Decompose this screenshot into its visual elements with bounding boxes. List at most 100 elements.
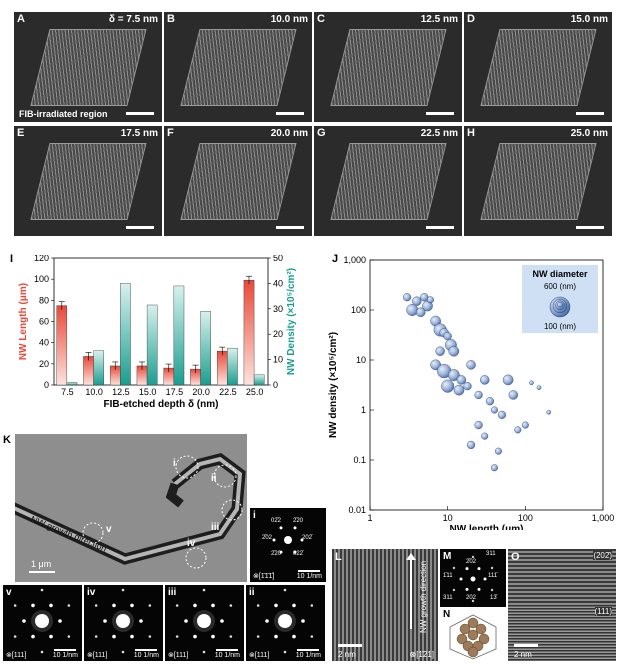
spot-label: 2̄02 bbox=[466, 559, 477, 565]
scatter-point bbox=[466, 440, 476, 450]
y-axis-label: NW density (×10⁵/cm²) bbox=[328, 332, 339, 438]
saed-pattern-v: v ⊗[111] 10 1/nm bbox=[3, 585, 82, 661]
zone-axis-label: ⊗[111] bbox=[168, 652, 189, 659]
saed-scale-label: 10 1/nm bbox=[52, 652, 78, 659]
scale-bar-label: 2 nm bbox=[338, 650, 356, 659]
etch-depth-label: 12.5 nm bbox=[420, 14, 458, 25]
y-axis-label-right: NW Density (×10⁵/cm²) bbox=[286, 268, 297, 375]
panel-label-l: L bbox=[335, 551, 342, 563]
spot-label: 022̄ bbox=[293, 551, 304, 557]
bar-nw-density bbox=[146, 304, 158, 386]
x-tick-label: 17.5 bbox=[166, 387, 184, 397]
scatter-point bbox=[481, 432, 489, 440]
bar-nw-density bbox=[200, 311, 211, 386]
etch-depth-label: δ = 7.5 nm bbox=[108, 14, 158, 25]
bar-nw-density bbox=[66, 382, 78, 386]
scatter-point bbox=[502, 374, 514, 386]
scatter-point bbox=[546, 409, 552, 415]
panel-label: H bbox=[467, 127, 475, 139]
fib-region-label: FIB-irradiated region bbox=[19, 109, 108, 119]
zone-axis-label: ⊗[111] bbox=[6, 652, 27, 659]
x-tick-label: 15.0 bbox=[139, 387, 157, 397]
zone-axis-label: ⊗[111] bbox=[249, 652, 270, 659]
y-tick-label-left: 60 bbox=[39, 317, 49, 327]
etch-depth-label: 20.0 nm bbox=[270, 128, 308, 139]
y-tick-label-left: 40 bbox=[39, 338, 49, 348]
legend-title: NW diameter bbox=[532, 269, 588, 279]
scatter-point bbox=[485, 397, 495, 406]
sem-panel-f: F 20.0 nm bbox=[164, 126, 312, 236]
spot-label: 02̄2 bbox=[271, 518, 282, 524]
x-tick-label: 100 bbox=[518, 513, 533, 523]
zone-axis-label: ⊗[1̄1̄1̄] bbox=[253, 573, 275, 580]
y-tick-label: 1 bbox=[361, 405, 366, 415]
etch-depth-label: 15.0 nm bbox=[570, 14, 608, 25]
panel-label-i: I bbox=[10, 253, 14, 265]
x-axis-label: FIB-etched depth δ (nm) bbox=[104, 399, 219, 410]
panel-k-tem-image: i ii iii iv v NW growth direction 1 μm bbox=[15, 434, 247, 582]
scatter-point bbox=[448, 345, 460, 357]
x-tick-label: 10.0 bbox=[85, 387, 103, 397]
plane-label-top: (202̄) bbox=[593, 551, 612, 560]
panel-label: A bbox=[17, 13, 25, 25]
legend-label: 100 (nm) bbox=[544, 322, 576, 331]
panel-label: E bbox=[17, 127, 25, 139]
panel-label-o: O bbox=[511, 551, 520, 563]
panel-label-k: K bbox=[3, 434, 11, 446]
x-axis-label: NW length (μm) bbox=[450, 524, 524, 530]
x-tick-label: 1 bbox=[367, 513, 372, 523]
x-tick-label: 7.5 bbox=[61, 387, 74, 397]
bar-nw-length bbox=[83, 356, 94, 386]
saed-label: ii bbox=[249, 587, 255, 598]
saed-scale-label: 10 1/nm bbox=[296, 573, 322, 580]
y-tick-label-left: 120 bbox=[34, 255, 49, 263]
y-tick-label-right: 10 bbox=[273, 355, 283, 365]
spot-label: 202 bbox=[466, 595, 477, 601]
panel-j-scatter-chart: 1 10 100 1,000 0.01 0.1 1 10 100 1,000 NW length (… bbox=[328, 255, 614, 530]
region-v-label: v bbox=[106, 524, 112, 535]
y-tick-label: 100 bbox=[351, 305, 366, 315]
scatter-point bbox=[529, 380, 534, 386]
region-iv-label: iv bbox=[187, 538, 196, 549]
y-tick-label: 10 bbox=[356, 355, 366, 365]
y-tick-label-right: 0 bbox=[273, 380, 278, 390]
panel-label: B bbox=[167, 13, 175, 25]
scatter-point bbox=[479, 375, 490, 385]
region-i-label: i bbox=[173, 458, 176, 469]
sem-panel-b: B 10.0 nm bbox=[164, 12, 312, 122]
panel-label: G bbox=[317, 127, 326, 139]
y-tick-label: 1,000 bbox=[343, 255, 366, 265]
zone-axis-label: ⊗[111] bbox=[87, 652, 108, 659]
bar-nw-density bbox=[120, 283, 131, 386]
y-tick-label-left: 100 bbox=[34, 274, 49, 284]
spot-label: 2̄20 bbox=[293, 518, 304, 524]
scatter-point bbox=[490, 406, 498, 414]
x-tick-label: 25.0 bbox=[246, 387, 264, 397]
panel-label-m: M bbox=[443, 551, 452, 562]
bar-nw-density bbox=[253, 374, 265, 386]
panel-label-j: J bbox=[332, 253, 339, 265]
saed-scale-label: 10 1/nm bbox=[133, 652, 159, 659]
spot-label: 311 bbox=[443, 595, 453, 601]
scatter-point bbox=[490, 464, 498, 472]
legend-label: 600 (nm) bbox=[544, 282, 576, 291]
panel-i-bar-chart: 7.5 10.0 12.5 15.0 17.5 20.0 22.5 25.0 0 20 40 60 80… bbox=[18, 255, 297, 410]
sem-panel-g: G 22.5 nm bbox=[314, 126, 462, 236]
bar-nw-density bbox=[173, 285, 185, 386]
bar-nw-length bbox=[243, 280, 255, 386]
saed-label: v bbox=[6, 587, 12, 598]
spot-label: 2̄20 bbox=[271, 551, 282, 557]
x-tick-label: 10 bbox=[443, 513, 453, 523]
etch-depth-label: 22.5 nm bbox=[420, 128, 458, 139]
scatter-point bbox=[466, 360, 476, 370]
spot-label: 2̄02 bbox=[262, 535, 273, 541]
scatter-point bbox=[435, 346, 445, 356]
scatter-point bbox=[474, 390, 483, 400]
saed-label: iii bbox=[168, 587, 177, 598]
scatter-point bbox=[406, 304, 419, 316]
panel-n-crystal-model: N bbox=[440, 609, 506, 661]
plane-label-bottom: (111) bbox=[594, 607, 612, 616]
panel-l-hrtem: L 2 nm ⊗[1̄21] NW growth direction bbox=[332, 549, 438, 661]
y-tick-label-right: 20 bbox=[273, 329, 283, 339]
